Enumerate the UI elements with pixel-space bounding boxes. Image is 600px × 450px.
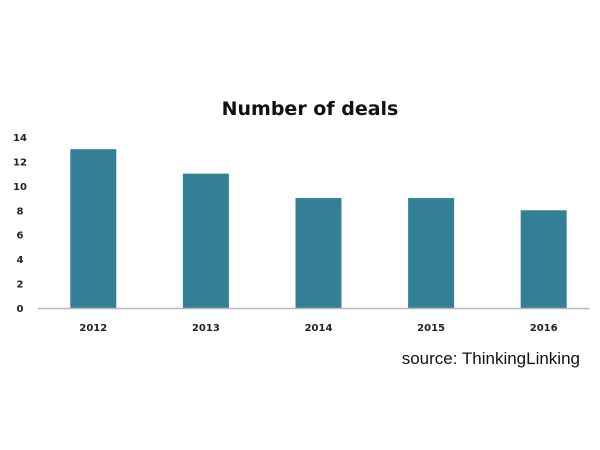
y-tick-label: 12 — [13, 157, 27, 168]
bar-2012 — [70, 149, 117, 308]
bar-2015 — [408, 198, 455, 308]
x-tick-label: 2015 — [417, 323, 445, 334]
x-tick-label: 2013 — [192, 323, 220, 334]
y-tick-label: 0 — [17, 304, 24, 315]
bar-2014 — [295, 198, 342, 308]
x-tick-label: 2014 — [305, 323, 333, 334]
y-tick-label: 8 — [17, 206, 24, 217]
x-tick-label: 2012 — [79, 323, 107, 334]
y-tick-label: 6 — [17, 231, 24, 242]
bar-2013 — [182, 173, 229, 308]
y-tick-label: 2 — [17, 280, 24, 291]
y-tick-label: 14 — [13, 133, 27, 144]
chart-title: Number of deals — [222, 98, 399, 120]
source-note: source: ThinkingLinking — [402, 349, 580, 368]
y-tick-label: 10 — [13, 182, 27, 193]
bar-2016 — [520, 210, 567, 308]
y-tick-label: 4 — [17, 255, 24, 266]
x-tick-label: 2016 — [530, 323, 558, 334]
